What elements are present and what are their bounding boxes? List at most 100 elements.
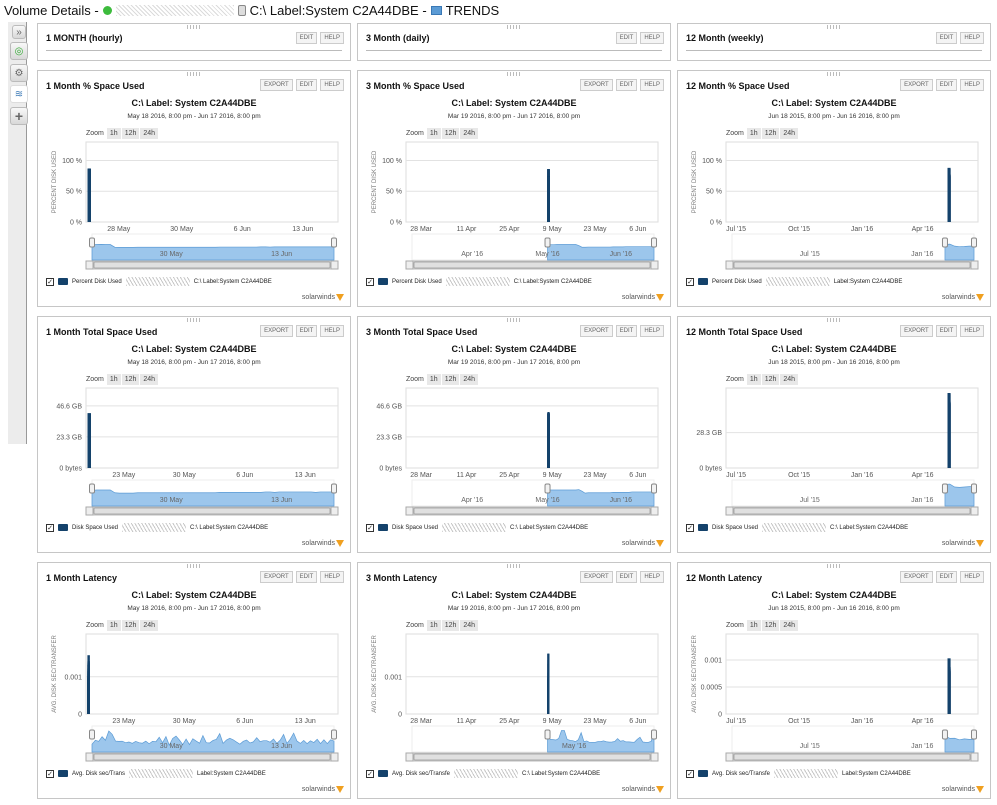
- add-view-icon[interactable]: +: [10, 107, 28, 125]
- edit-button[interactable]: EDIT: [615, 79, 638, 91]
- series-checkbox[interactable]: ✓: [686, 277, 694, 286]
- drag-handle[interactable]: [507, 564, 521, 568]
- zoom-1h-button[interactable]: 1h: [426, 128, 442, 139]
- help-button[interactable]: HELP: [640, 571, 664, 583]
- zoom-1h-button[interactable]: 1h: [746, 128, 762, 139]
- drag-handle[interactable]: [827, 72, 841, 76]
- navigator-handle[interactable]: [651, 729, 657, 740]
- export-button[interactable]: EXPORT: [900, 79, 933, 91]
- drag-handle[interactable]: [507, 318, 521, 322]
- navigator-handle[interactable]: [89, 729, 95, 740]
- zoom-1h-button[interactable]: 1h: [106, 374, 122, 385]
- zoom-1h-button[interactable]: 1h: [106, 128, 122, 139]
- help-button[interactable]: HELP: [320, 325, 344, 337]
- navigator-handle[interactable]: [89, 237, 95, 248]
- export-button[interactable]: EXPORT: [260, 325, 293, 337]
- scroll-right-button[interactable]: [330, 752, 339, 762]
- zoom-24h-button[interactable]: 24h: [780, 620, 800, 631]
- series-checkbox[interactable]: ✓: [366, 769, 374, 778]
- edit-button[interactable]: EDIT: [295, 79, 318, 91]
- scroll-right-button[interactable]: [650, 506, 659, 516]
- export-button[interactable]: EXPORT: [260, 79, 293, 91]
- export-button[interactable]: EXPORT: [260, 571, 293, 583]
- zoom-12h-button[interactable]: 12h: [761, 128, 781, 139]
- edit-button[interactable]: EDIT: [295, 32, 318, 44]
- edit-button[interactable]: EDIT: [935, 325, 958, 337]
- scroll-left-button[interactable]: [725, 752, 734, 762]
- edit-button[interactable]: EDIT: [615, 571, 638, 583]
- navigator-handle[interactable]: [89, 483, 95, 494]
- zoom-12h-button[interactable]: 12h: [441, 620, 461, 631]
- scroll-left-button[interactable]: [85, 260, 94, 270]
- scroll-left-button[interactable]: [405, 752, 414, 762]
- scroll-right-button[interactable]: [970, 260, 979, 270]
- help-button[interactable]: HELP: [320, 79, 344, 91]
- navigator-handle[interactable]: [971, 729, 977, 740]
- zoom-1h-button[interactable]: 1h: [746, 374, 762, 385]
- help-button[interactable]: HELP: [320, 571, 344, 583]
- drag-handle[interactable]: [187, 564, 201, 568]
- zoom-1h-button[interactable]: 1h: [106, 620, 122, 631]
- help-button[interactable]: HELP: [320, 32, 344, 44]
- zoom-24h-button[interactable]: 24h: [460, 374, 480, 385]
- scroll-left-button[interactable]: [725, 260, 734, 270]
- scroll-left-button[interactable]: [85, 752, 94, 762]
- scroll-right-button[interactable]: [330, 260, 339, 270]
- summary-view-icon[interactable]: ◎: [10, 42, 28, 60]
- navigator-handle[interactable]: [544, 237, 551, 248]
- help-button[interactable]: HELP: [960, 32, 984, 44]
- scrollbar-thumb[interactable]: [413, 753, 651, 761]
- edit-button[interactable]: EDIT: [295, 325, 318, 337]
- zoom-12h-button[interactable]: 12h: [121, 128, 141, 139]
- export-button[interactable]: EXPORT: [580, 325, 613, 337]
- navigator-handle[interactable]: [651, 237, 657, 248]
- drag-handle[interactable]: [187, 72, 201, 76]
- scroll-right-button[interactable]: [330, 506, 339, 516]
- navigator-handle[interactable]: [544, 483, 551, 494]
- zoom-24h-button[interactable]: 24h: [460, 128, 480, 139]
- navigator-handle[interactable]: [941, 729, 948, 740]
- details-view-icon[interactable]: ⚙: [10, 64, 28, 82]
- navigator-handle[interactable]: [331, 483, 337, 494]
- zoom-12h-button[interactable]: 12h: [121, 620, 141, 631]
- scroll-left-button[interactable]: [725, 506, 734, 516]
- drag-handle[interactable]: [827, 318, 841, 322]
- scroll-right-button[interactable]: [970, 506, 979, 516]
- export-button[interactable]: EXPORT: [900, 571, 933, 583]
- zoom-24h-button[interactable]: 24h: [140, 128, 160, 139]
- series-checkbox[interactable]: ✓: [686, 523, 694, 532]
- navigator-handle[interactable]: [941, 237, 948, 248]
- zoom-1h-button[interactable]: 1h: [426, 620, 442, 631]
- navigator-handle[interactable]: [331, 729, 337, 740]
- series-checkbox[interactable]: ✓: [366, 523, 374, 532]
- drag-handle[interactable]: [827, 564, 841, 568]
- trends-view-icon[interactable]: ≋: [10, 85, 28, 103]
- scrollbar-thumb[interactable]: [733, 261, 971, 269]
- scrollbar-thumb[interactable]: [93, 507, 331, 515]
- help-button[interactable]: HELP: [640, 32, 664, 44]
- scroll-right-button[interactable]: [650, 752, 659, 762]
- zoom-12h-button[interactable]: 12h: [761, 374, 781, 385]
- navigator-handle[interactable]: [651, 483, 657, 494]
- edit-button[interactable]: EDIT: [935, 79, 958, 91]
- drag-handle[interactable]: [187, 318, 201, 322]
- zoom-12h-button[interactable]: 12h: [761, 620, 781, 631]
- export-button[interactable]: EXPORT: [900, 325, 933, 337]
- drag-handle[interactable]: [507, 72, 521, 76]
- scroll-right-button[interactable]: [650, 260, 659, 270]
- zoom-24h-button[interactable]: 24h: [780, 374, 800, 385]
- series-checkbox[interactable]: ✓: [686, 769, 694, 778]
- series-checkbox[interactable]: ✓: [366, 277, 374, 286]
- zoom-12h-button[interactable]: 12h: [121, 374, 141, 385]
- export-button[interactable]: EXPORT: [580, 79, 613, 91]
- scrollbar-thumb[interactable]: [733, 507, 971, 515]
- zoom-1h-button[interactable]: 1h: [746, 620, 762, 631]
- zoom-24h-button[interactable]: 24h: [460, 620, 480, 631]
- series-checkbox[interactable]: ✓: [46, 523, 54, 532]
- scroll-right-button[interactable]: [970, 752, 979, 762]
- navigator-handle[interactable]: [941, 483, 948, 494]
- help-button[interactable]: HELP: [960, 571, 984, 583]
- edit-button[interactable]: EDIT: [935, 571, 958, 583]
- scrollbar-thumb[interactable]: [413, 261, 651, 269]
- scroll-left-button[interactable]: [405, 260, 414, 270]
